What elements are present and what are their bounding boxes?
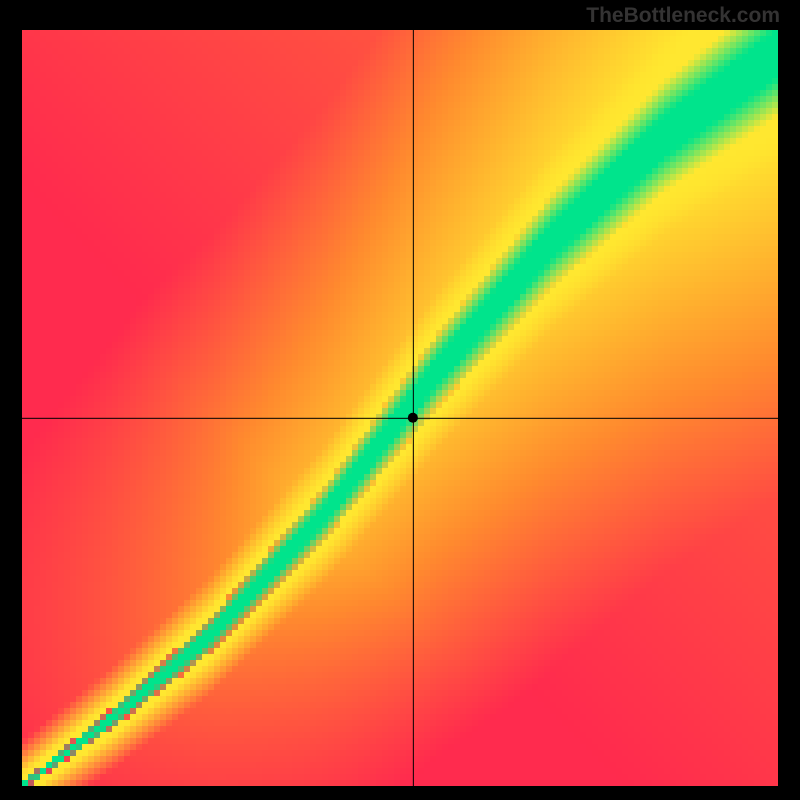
bottleneck-heatmap [22,30,778,786]
attribution-text: TheBottleneck.com [586,4,780,28]
